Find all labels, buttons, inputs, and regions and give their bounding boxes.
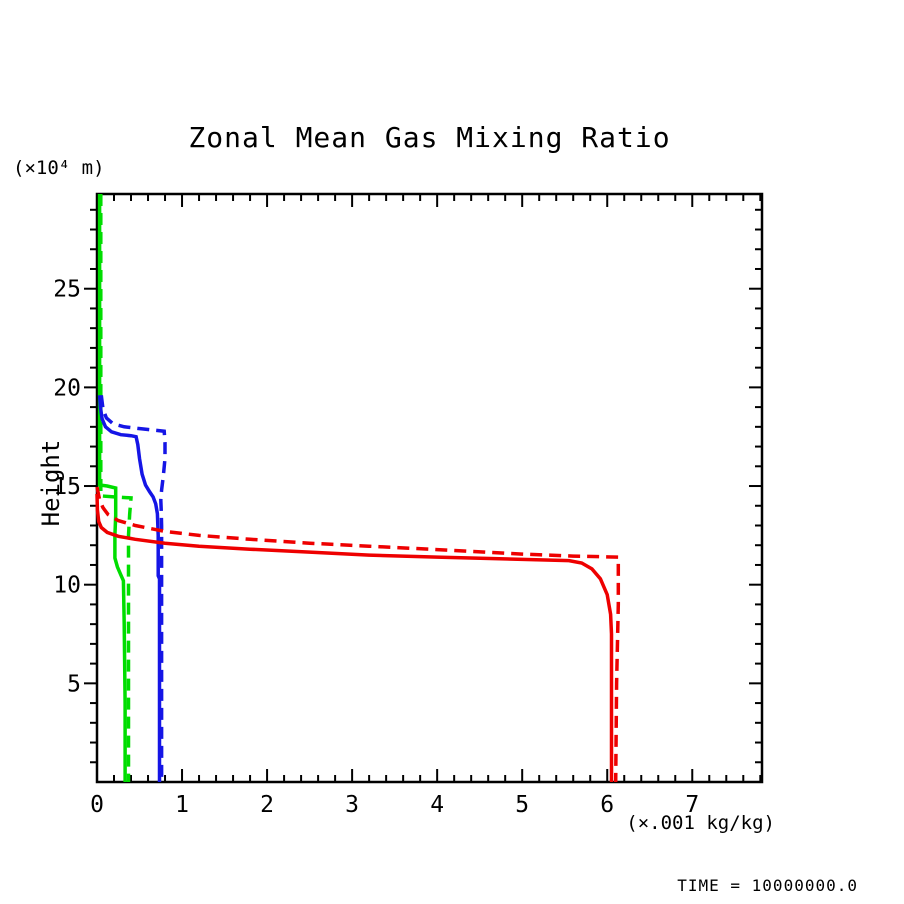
- x-tick-label: 7: [685, 792, 699, 818]
- y-axis-unit-label: (×10⁴ m): [13, 157, 105, 179]
- x-tick-label: 1: [175, 792, 189, 818]
- series-gas-2-dashed: [99, 395, 167, 782]
- series-gas-1-solid: [97, 194, 127, 782]
- y-tick-label: 20: [53, 375, 81, 401]
- x-tick-label: 5: [515, 792, 529, 818]
- y-tick-label: 10: [53, 573, 81, 599]
- time-annotation: TIME = 10000000.0: [677, 876, 858, 895]
- y-tick-label: 5: [67, 671, 81, 697]
- x-tick-label: 3: [345, 792, 359, 818]
- series-gas-3-solid: [95, 493, 614, 782]
- y-tick-label: 25: [53, 277, 81, 303]
- series-gas-3-dashed: [95, 486, 621, 783]
- y-tick-label: 15: [53, 474, 81, 500]
- x-tick-label: 4: [430, 792, 444, 818]
- plot-frame: [95, 192, 764, 784]
- chart-title: Zonal Mean Gas Mixing Ratio: [188, 121, 671, 154]
- x-tick-label: 6: [600, 792, 614, 818]
- x-tick-label: 2: [260, 792, 274, 818]
- series-gas-1-dashed: [99, 194, 133, 782]
- x-tick-label: 0: [90, 792, 104, 818]
- x-axis-unit-label: (×.001 kg/kg): [626, 812, 775, 834]
